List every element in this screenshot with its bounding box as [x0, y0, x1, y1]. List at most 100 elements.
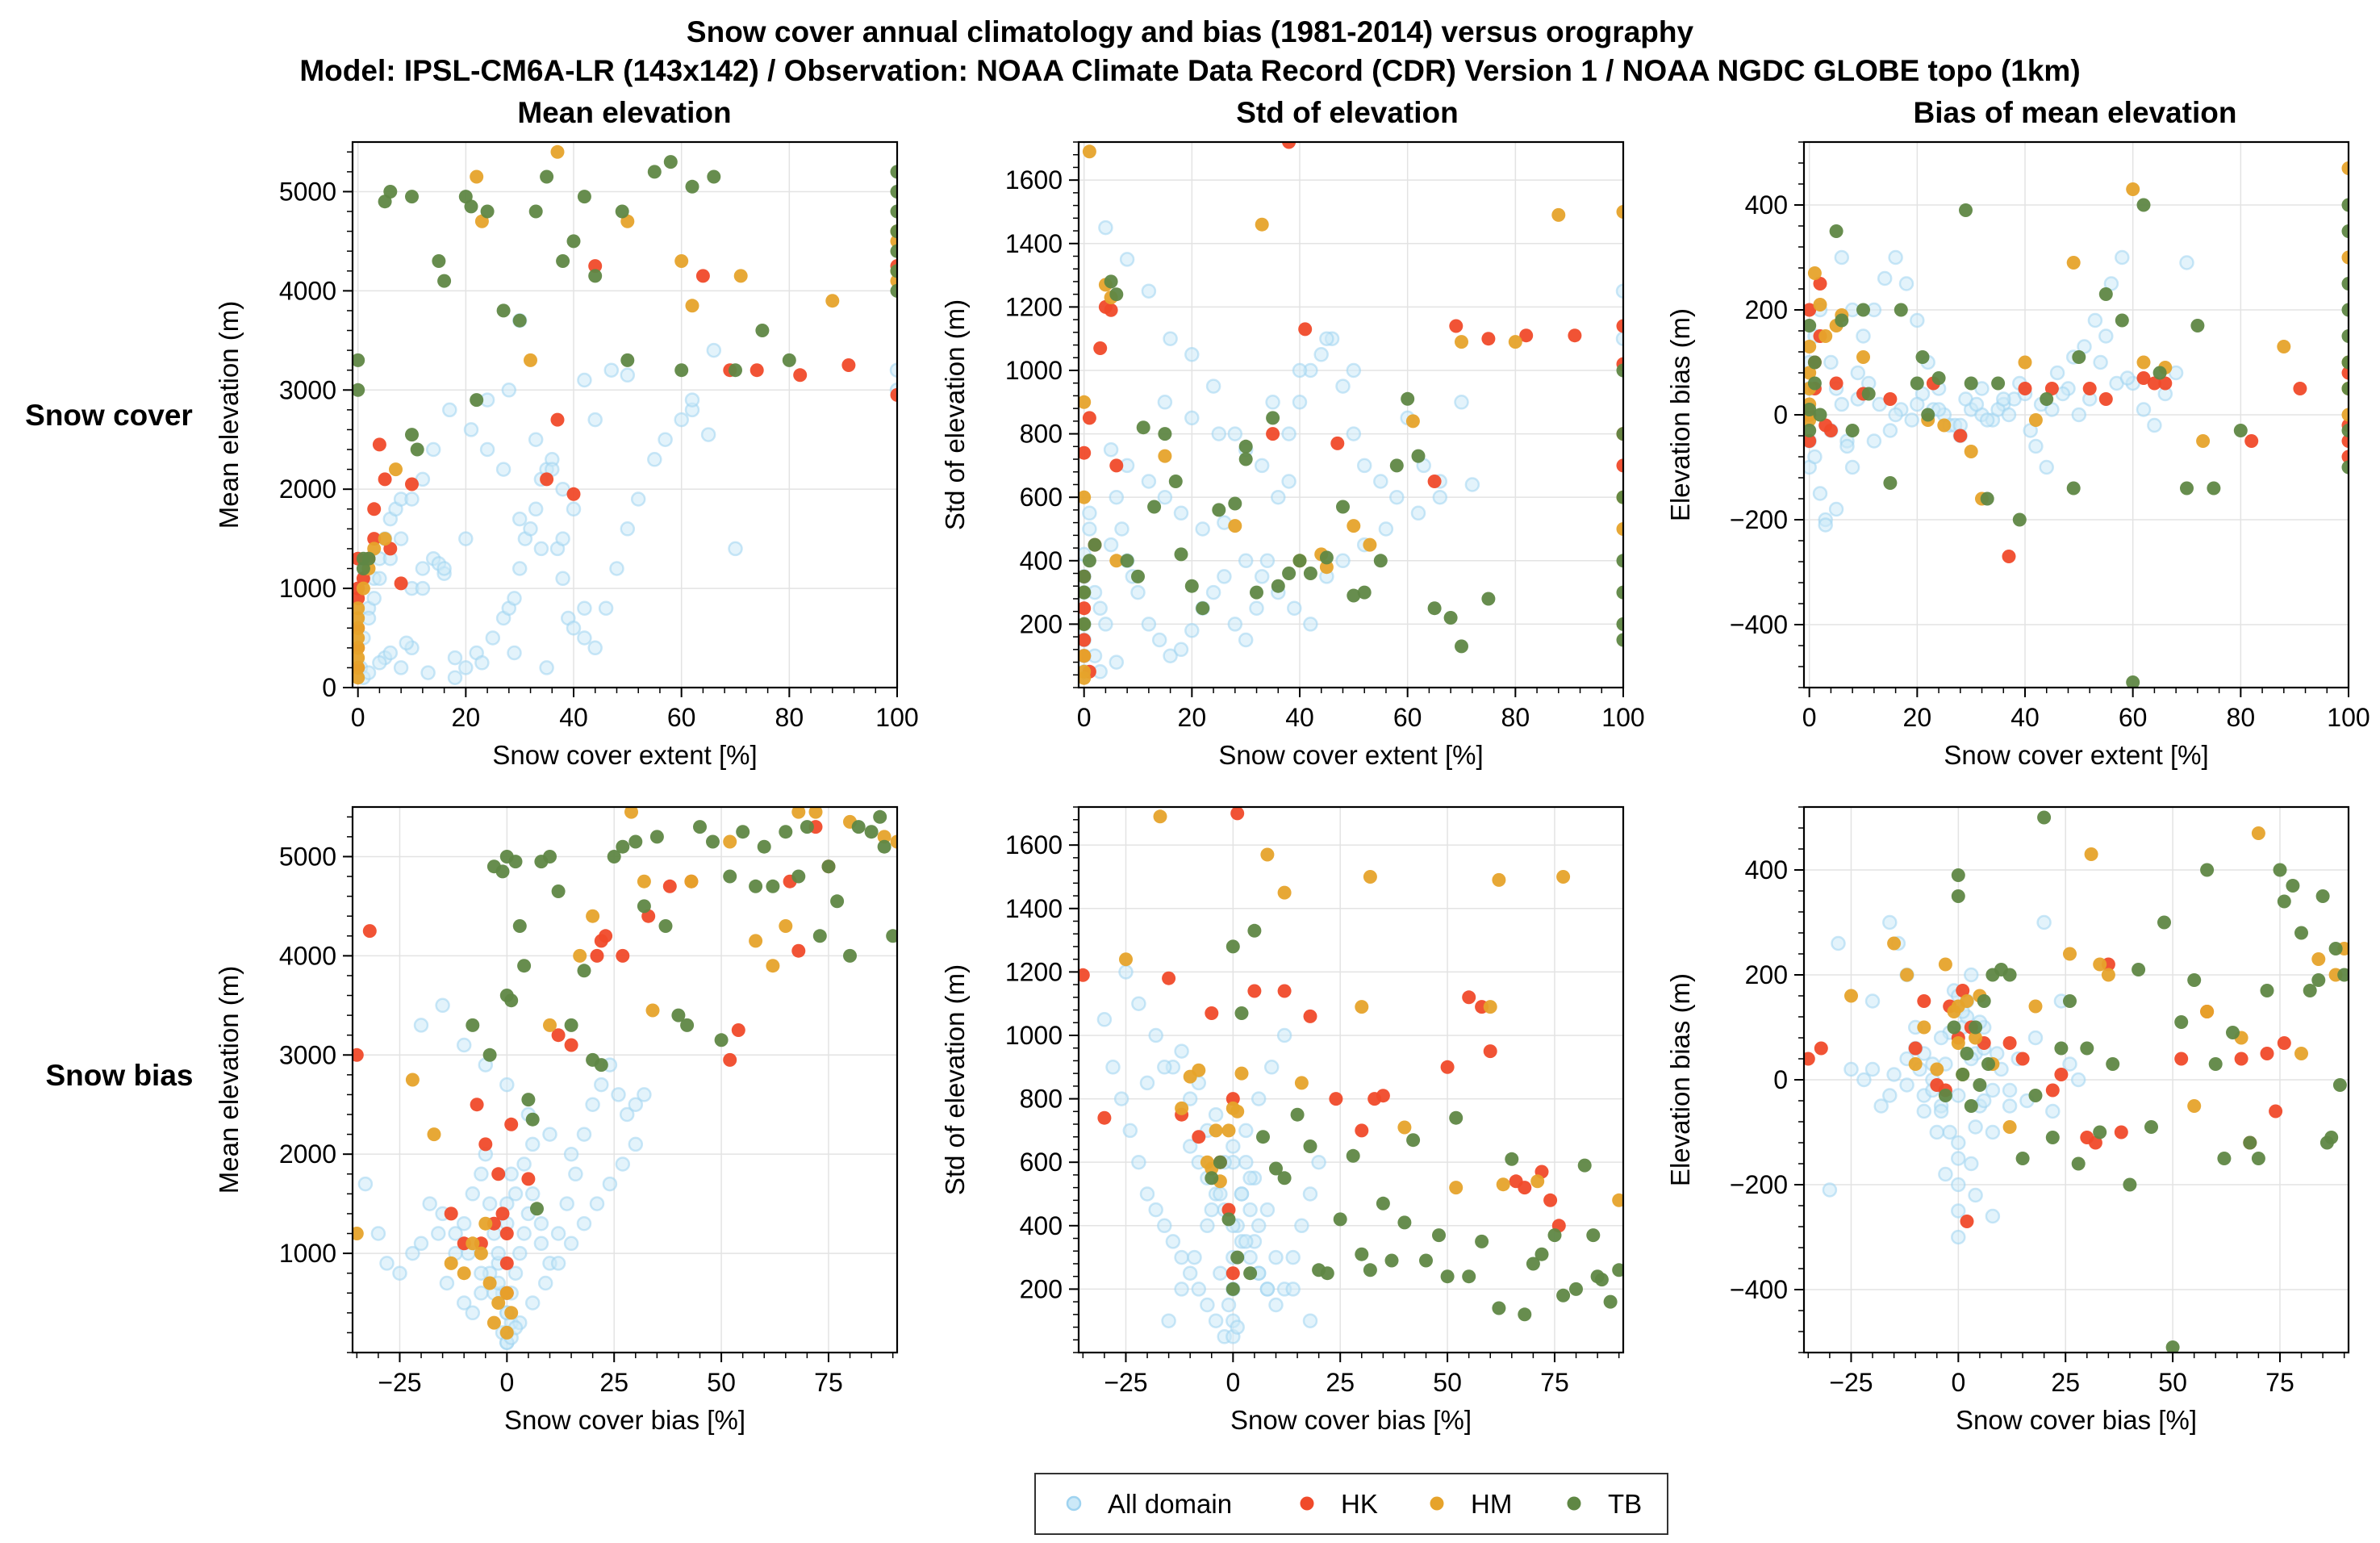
point-hk: [394, 576, 408, 591]
point-hm: [1363, 537, 1377, 552]
point-hk: [590, 948, 604, 963]
point-hm: [1200, 1155, 1214, 1169]
point-all-domain: [458, 660, 474, 675]
point-hm: [1496, 1177, 1510, 1192]
point-tb: [1964, 1099, 1978, 1113]
point-tb: [674, 363, 689, 378]
point-hm: [779, 919, 793, 933]
point-hm: [1508, 335, 1522, 349]
point-hk: [1282, 142, 1296, 149]
point-hm: [1818, 329, 1833, 343]
point-hm: [444, 1256, 458, 1270]
series-hm: [1804, 161, 2349, 506]
point-tb: [1250, 585, 1263, 600]
point-hm: [2136, 355, 2151, 370]
point-all-domain: [1615, 331, 1623, 346]
point-tb: [2341, 460, 2349, 475]
point-tb: [556, 254, 570, 268]
point-all-domain: [422, 1196, 437, 1211]
point-all-domain: [1148, 1027, 1163, 1043]
point-hm: [674, 254, 689, 268]
point-hm: [353, 660, 365, 675]
point-tb: [1282, 567, 1296, 580]
point-tb: [1455, 639, 1468, 654]
point-all-domain: [1213, 1265, 1228, 1281]
point-tb: [1158, 427, 1172, 441]
x-tick-label: 50: [707, 1368, 736, 1397]
point-hm: [1804, 340, 1817, 353]
point-tb: [1131, 569, 1145, 583]
point-all-domain: [1302, 1186, 1318, 1202]
point-all-domain: [1184, 410, 1200, 426]
point-hm: [1960, 994, 1974, 1008]
series-tb: [1804, 198, 2349, 688]
point-tb: [2123, 1177, 2137, 1192]
point-all-domain: [1834, 396, 1850, 412]
point-hm: [1964, 445, 1978, 458]
point-tb: [2207, 481, 2221, 496]
y-tick-label: 1000: [1005, 356, 1063, 385]
point-tb: [1230, 1250, 1245, 1265]
x-axis-label: Snow cover extent [%]: [1218, 740, 1483, 770]
x-axis-label: Snow cover extent [%]: [1944, 740, 2208, 770]
point-all-domain: [1238, 1234, 1254, 1249]
point-tb: [1238, 452, 1253, 466]
point-tb: [1980, 491, 1994, 506]
point-hk: [1813, 277, 1827, 291]
figure-title-line1: Snow cover annual climatology and bias (…: [687, 15, 1694, 48]
point-all-domain: [507, 1265, 524, 1281]
point-hm: [877, 830, 891, 844]
point-tb: [886, 929, 897, 943]
point-tb: [1397, 1215, 1412, 1230]
point-hm: [1917, 1020, 1931, 1035]
point-all-domain: [379, 1256, 395, 1271]
point-all-domain: [1238, 1123, 1254, 1139]
point-tb: [2277, 894, 2291, 909]
point-hm: [353, 650, 365, 665]
point-all-domain: [1141, 283, 1157, 299]
point-hk: [1804, 1052, 1815, 1066]
point-all-domain: [563, 1236, 579, 1252]
point-tb: [1247, 923, 1262, 938]
point-tb: [607, 850, 621, 863]
point-all-domain: [568, 1166, 583, 1182]
point-all-domain: [435, 997, 450, 1014]
point-tb: [1225, 939, 1240, 954]
point-hm: [2101, 968, 2115, 982]
point-hk: [1616, 319, 1623, 333]
point-hm: [474, 1246, 488, 1261]
point-all-domain: [1265, 395, 1280, 410]
point-all-domain: [1157, 1060, 1172, 1075]
point-tb: [1363, 1263, 1377, 1277]
point-tb: [1569, 1282, 1583, 1296]
point-all-domain: [1242, 1202, 1258, 1218]
point-tb: [2157, 915, 2171, 930]
y-tick-label: 1200: [1005, 957, 1063, 986]
point-tb: [2341, 198, 2349, 212]
point-tb: [729, 363, 742, 378]
point-all-domain: [511, 561, 528, 576]
point-all-domain: [577, 372, 592, 388]
point-all-domain: [550, 1226, 566, 1241]
point-all-domain: [1271, 489, 1286, 505]
point-hm: [2066, 256, 2081, 270]
x-tick-label: 25: [599, 1368, 628, 1397]
y-tick-label: 3000: [279, 375, 336, 404]
point-tb: [1616, 490, 1623, 504]
point-all-domain: [439, 1275, 455, 1291]
point-all-domain: [674, 412, 689, 428]
point-all-domain: [603, 362, 620, 378]
point-hk: [1079, 601, 1092, 616]
point-hk: [662, 879, 677, 893]
point-all-domain: [1818, 517, 1833, 533]
point-tb: [405, 428, 419, 442]
point-all-domain: [1174, 1282, 1189, 1297]
point-tb: [1184, 579, 1199, 593]
point-hk: [1449, 319, 1463, 333]
x-tick-label: 100: [1601, 703, 1644, 732]
point-all-domain: [1432, 489, 1448, 505]
point-tb: [1449, 1110, 1463, 1125]
point-hk: [1205, 1006, 1219, 1020]
col-title-std-elevation: Std of elevation: [1236, 96, 1458, 129]
point-hm: [645, 1003, 660, 1018]
